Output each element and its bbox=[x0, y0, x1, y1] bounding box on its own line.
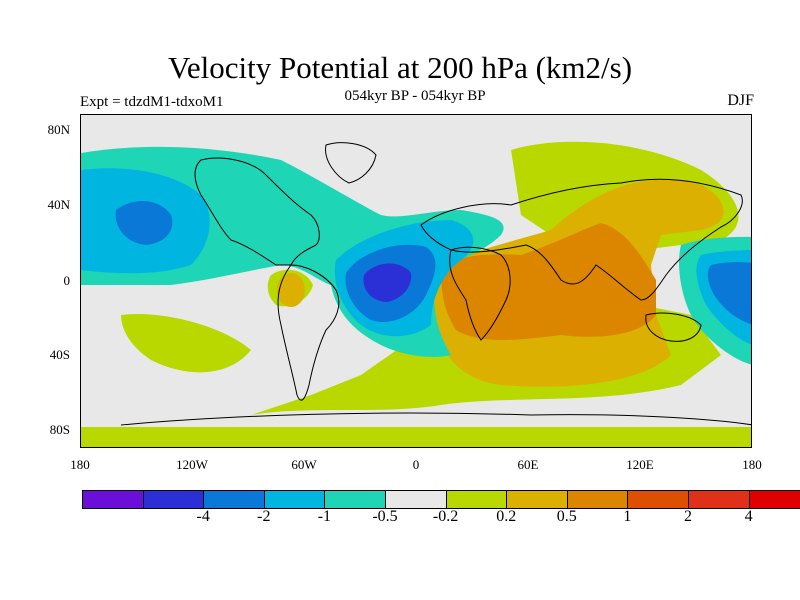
map-subtitle: 054kyr BP - 054kyr BP bbox=[344, 88, 486, 104]
coastlines bbox=[120, 142, 751, 426]
lon-label: 60W bbox=[291, 457, 317, 472]
map-panel bbox=[80, 114, 752, 448]
colorbar-label: -2 bbox=[257, 508, 271, 525]
colorbar-swatch bbox=[688, 491, 750, 508]
negative-field-3 bbox=[363, 263, 412, 302]
lon-label: 120E bbox=[626, 457, 654, 472]
colorbar-label: -1 bbox=[317, 508, 332, 525]
lat-label: 80S bbox=[49, 422, 70, 437]
negative-field-2c bbox=[707, 262, 751, 325]
colorbar-swatch bbox=[385, 491, 447, 508]
colorbar-swatch bbox=[567, 491, 629, 508]
lat-label: 0 bbox=[63, 273, 71, 288]
colorbar-swatch bbox=[446, 491, 508, 508]
colorbar-label: -0.2 bbox=[432, 508, 459, 525]
colorbar bbox=[82, 490, 800, 509]
season-label: DJF bbox=[727, 92, 754, 109]
velocity-potential-map bbox=[81, 115, 751, 447]
colorbar-label: 2 bbox=[684, 508, 692, 525]
colorbar-label: -0.5 bbox=[372, 508, 398, 525]
colorbar-swatch bbox=[325, 491, 386, 508]
lon-label: 60E bbox=[517, 457, 539, 472]
colorbar-swatch bbox=[628, 491, 689, 508]
colorbar-label: 4 bbox=[744, 508, 753, 525]
positive-blob-sam-1 bbox=[277, 273, 305, 307]
colorbar-swatch bbox=[204, 491, 265, 508]
lon-label: 180 bbox=[70, 457, 90, 472]
lat-label: 40N bbox=[47, 197, 70, 212]
lat-label: 40S bbox=[49, 347, 70, 362]
lon-label: 180 bbox=[742, 457, 762, 472]
colorbar-swatch bbox=[83, 491, 144, 508]
colorbar-label: 0.2 bbox=[496, 508, 517, 525]
colorbar-swatch bbox=[264, 491, 326, 508]
colorbar-label: 0.5 bbox=[556, 508, 577, 525]
positive-field-pacific bbox=[121, 314, 251, 373]
lon-label: 120W bbox=[176, 457, 208, 472]
lon-label: 0 bbox=[412, 457, 420, 472]
experiment-label: Expt = tdzdM1-tdxoM1 bbox=[80, 94, 224, 110]
colorbar-swatch bbox=[749, 491, 800, 508]
negative-field-2a bbox=[115, 200, 173, 245]
lat-label: 80N bbox=[47, 122, 70, 137]
colorbar-label: -4 bbox=[196, 508, 210, 525]
colorbar-swatch bbox=[143, 491, 205, 508]
colorbar-swatch bbox=[507, 491, 568, 508]
positive-field-2 bbox=[441, 223, 656, 340]
colorbar-label: 1 bbox=[623, 508, 632, 525]
map-title: Velocity Potential at 200 hPa (km2/s) bbox=[167, 50, 633, 85]
